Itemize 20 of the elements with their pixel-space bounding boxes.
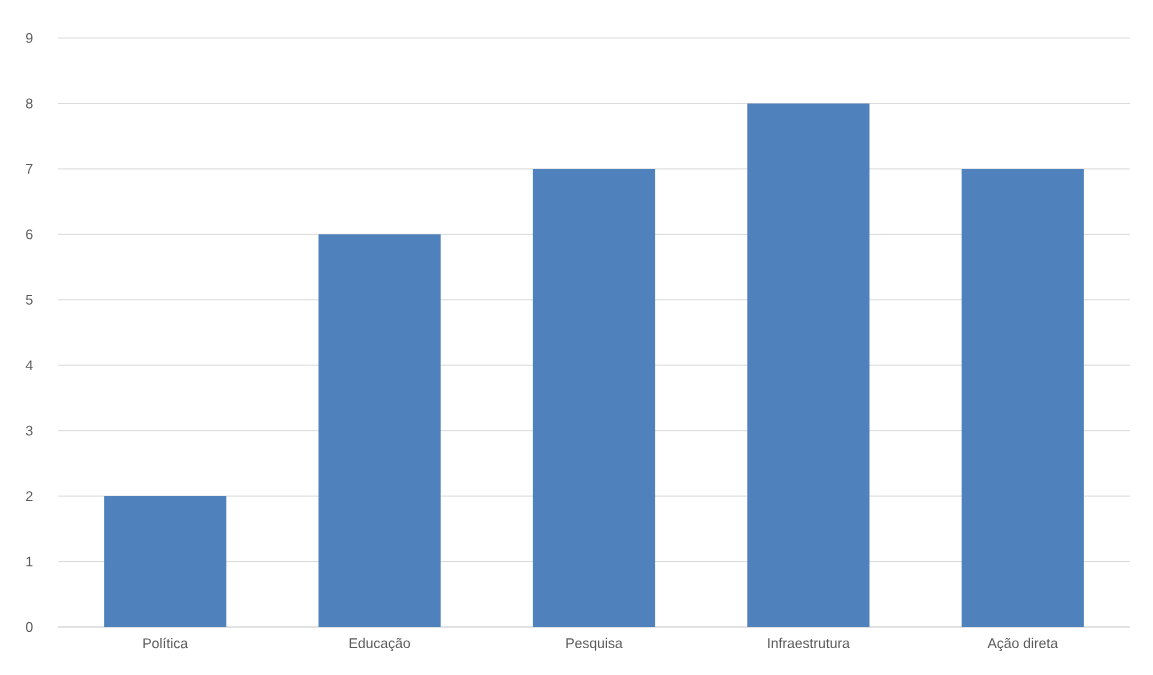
x-tick-label: Educação xyxy=(349,637,411,651)
bar xyxy=(532,168,656,627)
y-tick-label: 7 xyxy=(26,164,33,174)
x-tick-label: Ação direta xyxy=(987,637,1059,651)
y-tick-label: 1 xyxy=(26,556,33,567)
y-tick-label: 3 xyxy=(25,425,33,436)
y-tick-label: 8 xyxy=(26,98,33,109)
x-tick-label: Infraestrutura xyxy=(768,637,850,649)
y-tick-label: 4 xyxy=(25,360,33,371)
bar xyxy=(318,234,441,627)
bar xyxy=(961,168,1084,627)
y-tick-label: 2 xyxy=(26,491,33,501)
y-tick-label: 5 xyxy=(25,294,33,305)
y-tick-label: 0 xyxy=(25,622,33,632)
y-tick-label: 9 xyxy=(26,33,33,43)
bar xyxy=(747,103,870,627)
bar xyxy=(104,496,227,627)
x-tick-label: Pesquisa xyxy=(566,637,623,651)
x-tick-label: Política xyxy=(143,637,189,649)
y-tick-label: 6 xyxy=(26,229,33,240)
